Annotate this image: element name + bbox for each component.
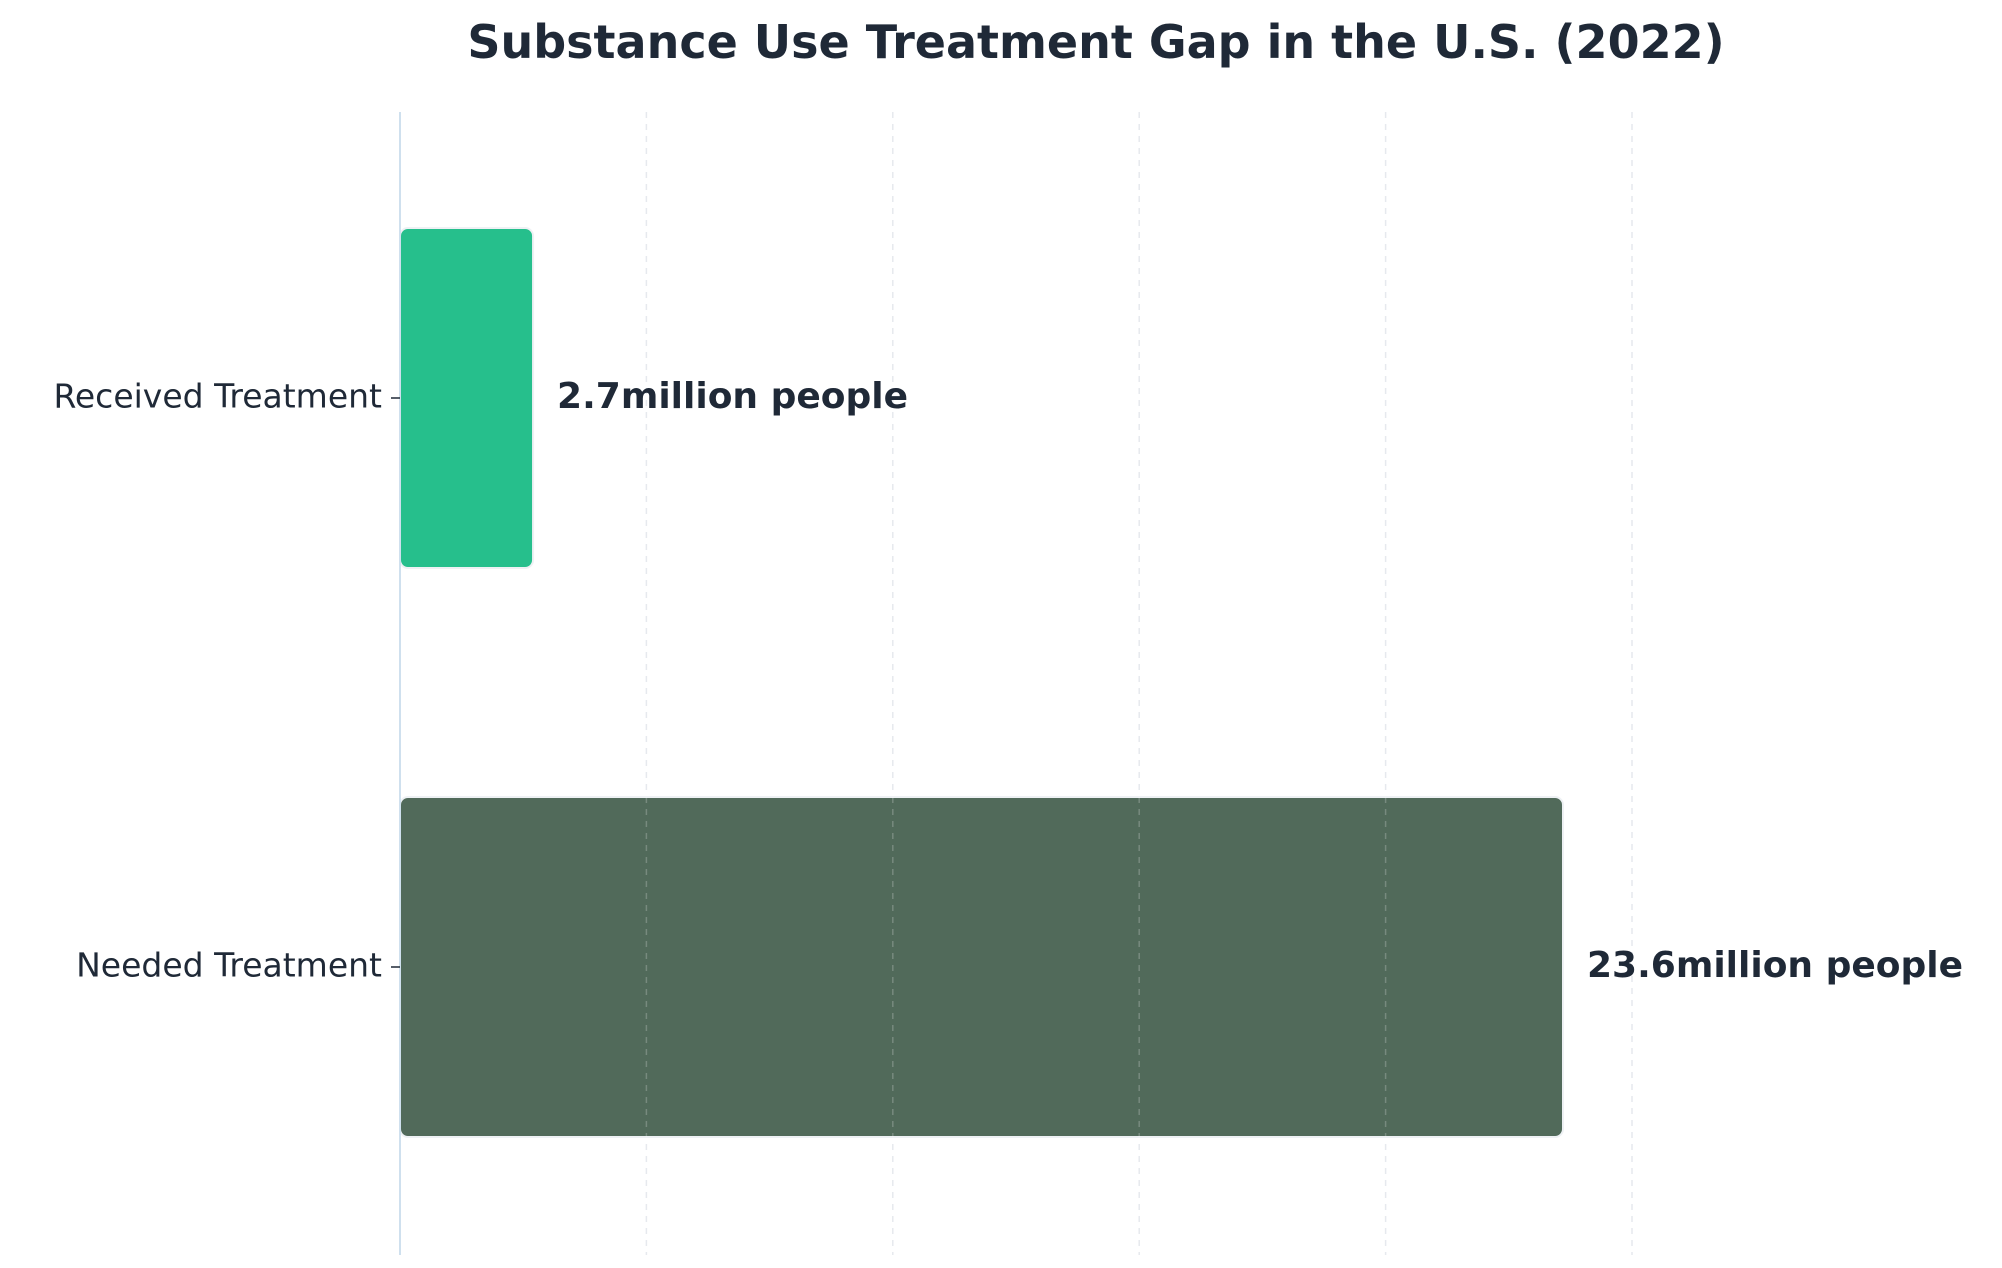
y-tick-label: Received Treatment	[53, 377, 382, 416]
data-label: 23.6million people	[1587, 945, 1963, 986]
data-label: 2.7million people	[557, 376, 908, 417]
data-labels: 2.7million people 23.6million people	[557, 376, 1963, 986]
chart-title: Substance Use Treatment Gap in the U.S. …	[467, 15, 1724, 69]
bar-needed-treatment	[399, 796, 1565, 1138]
bar-received-treatment	[399, 227, 535, 569]
bar-overlay-gridlines	[645, 797, 1387, 1137]
bars	[399, 227, 1565, 1138]
y-tick-label: Needed Treatment	[76, 946, 382, 985]
y-axis-ticks: Received Treatment Needed Treatment	[53, 377, 400, 985]
